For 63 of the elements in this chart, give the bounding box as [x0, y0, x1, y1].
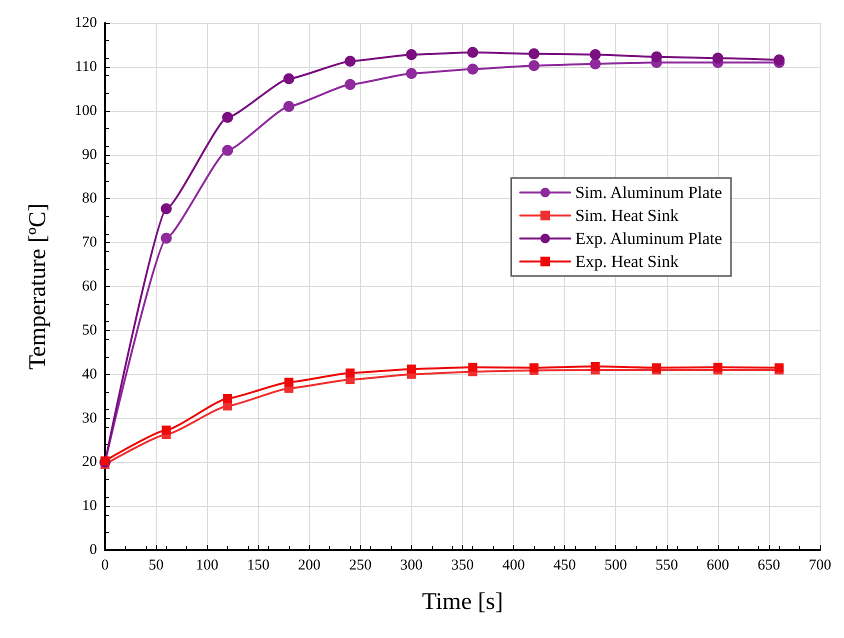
x-tick-label: 100: [196, 558, 218, 574]
point: [223, 394, 232, 403]
y-tick-label: 120: [74, 15, 97, 31]
y-tick-label: 80: [82, 190, 97, 207]
point: [160, 203, 172, 214]
x-tick-label: 150: [246, 558, 270, 574]
point: [528, 60, 540, 72]
x-tick-label: 600: [706, 558, 730, 574]
legend-label: Exp. Heat Sink: [575, 252, 680, 271]
y-tick-label: 10: [82, 498, 97, 514]
x-tick-label: 450: [553, 558, 576, 574]
legend-label: Sim. Heat Sink: [575, 206, 680, 225]
x-axis-title: Time [s]: [422, 589, 504, 615]
point: [467, 46, 478, 58]
point: [346, 368, 355, 378]
legend-label: Sim. Aluminum Plate: [575, 183, 722, 202]
point: [467, 64, 478, 75]
y-tick-label: 100: [74, 102, 97, 119]
point: [283, 73, 294, 84]
y-tick-label: 40: [82, 366, 97, 382]
x-tick-label: 200: [298, 558, 321, 574]
y-tick-label: 110: [75, 58, 97, 75]
point: [406, 68, 417, 79]
legend-label: Exp. Aluminum Plate: [575, 229, 722, 248]
y-axis-title: Temperature [ºC]: [25, 203, 51, 370]
x-tick-label: 300: [400, 558, 423, 574]
point: [712, 52, 724, 64]
x-tick-label: 0: [101, 558, 109, 574]
x-tick-label: 350: [451, 558, 474, 574]
y-tick-label: 20: [82, 454, 97, 470]
point: [406, 364, 416, 374]
x-tick-label: 500: [604, 558, 627, 574]
point: [100, 456, 110, 466]
point: [468, 362, 478, 372]
point: [713, 362, 722, 372]
point: [530, 363, 538, 372]
point: [283, 100, 294, 112]
y-tick-label: 30: [82, 410, 97, 426]
point: [528, 48, 540, 60]
y-tick-label: 50: [82, 322, 97, 338]
y-tick-label: 70: [82, 234, 97, 251]
point: [222, 112, 234, 123]
x-tick-label: 400: [502, 558, 525, 574]
point: [406, 49, 417, 60]
x-tick-label: 50: [148, 558, 164, 574]
y-tick-label: 90: [82, 146, 97, 163]
point: [222, 144, 234, 156]
y-tick-label: 0: [90, 542, 97, 558]
x-tick-label: 650: [758, 558, 780, 574]
point: [590, 362, 600, 371]
point: [344, 56, 356, 67]
x-tick-label: 550: [656, 558, 678, 574]
point: [160, 232, 172, 244]
point: [344, 78, 356, 90]
point: [284, 378, 294, 387]
x-tick-label: 250: [349, 558, 372, 574]
point: [162, 426, 171, 435]
point: [590, 49, 601, 60]
point: [651, 51, 662, 62]
y-tick-label: 60: [82, 278, 97, 294]
point: [774, 54, 785, 66]
x-tick-label: 700: [808, 558, 832, 574]
point: [590, 58, 601, 70]
